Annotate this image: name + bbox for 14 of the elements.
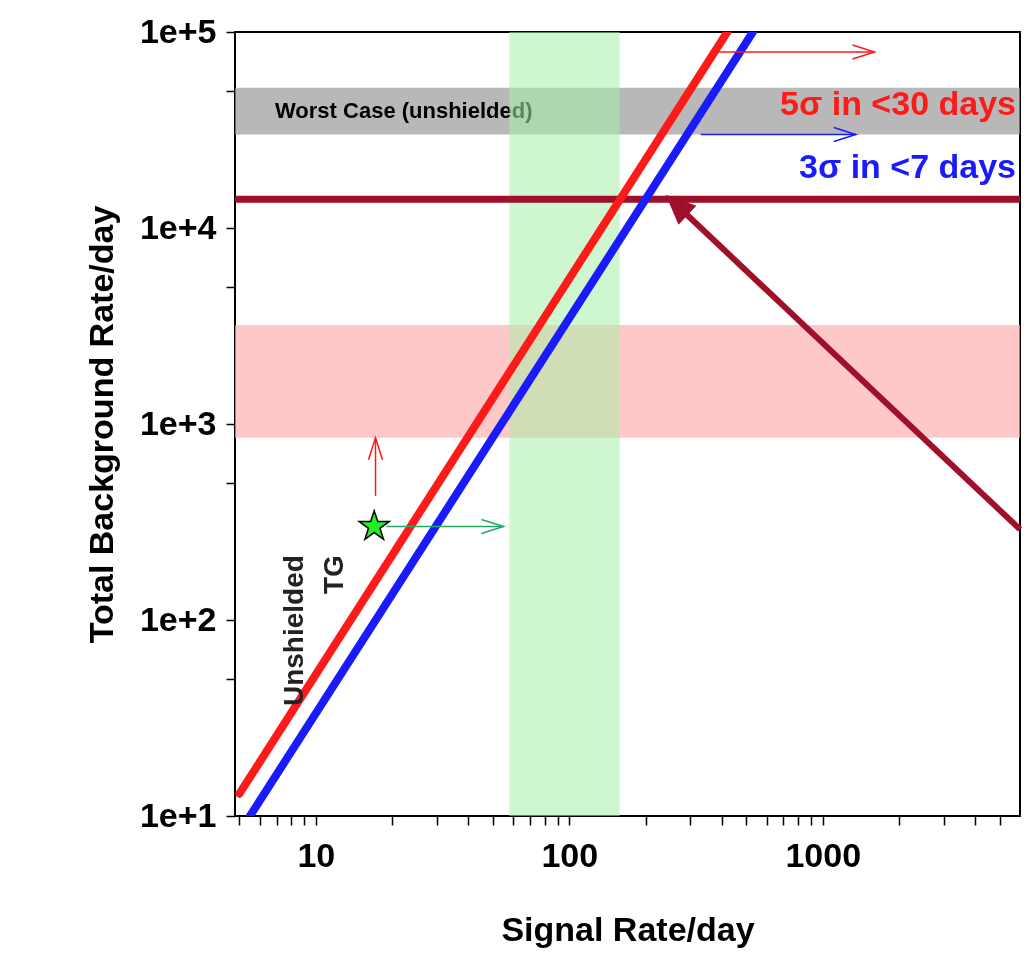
band-label: Worst Case (unshielded): [275, 98, 533, 124]
legend-label: 5σ in <30 days: [780, 83, 1016, 122]
x-tick-label: 1000: [785, 835, 862, 874]
y-tick-label: 1e+3: [139, 403, 217, 442]
x-tick-label: 10: [297, 835, 336, 874]
y-axis-title: Total Background Rate/day: [81, 205, 120, 644]
text: Unshielded TG: [278, 555, 350, 707]
legend-label: 3σ in <7 days: [799, 146, 1016, 185]
y-tick-label: 1e+2: [139, 599, 217, 638]
y-tick-label: 1e+5: [139, 11, 217, 50]
y-tick-label: 1e+1: [139, 795, 217, 834]
x-axis-title: Signal Rate/day: [501, 909, 755, 948]
y-tick-label: 1e+4: [139, 207, 217, 246]
x-tick-label: 100: [541, 835, 599, 874]
